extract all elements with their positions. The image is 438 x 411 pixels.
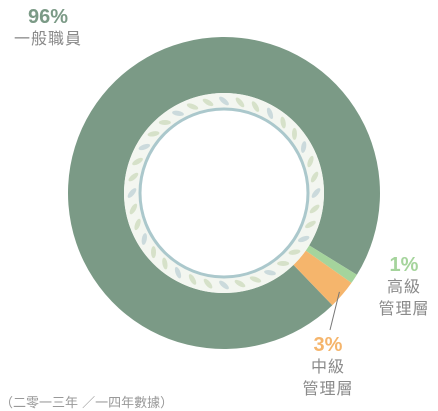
slice-label: 1%高級 管理層 (370, 254, 438, 320)
category-label: 高級 管理層 (370, 276, 438, 320)
value-label: 1% (370, 254, 438, 276)
value-label: 3% (294, 334, 362, 356)
category-label: 中級 管理層 (294, 356, 362, 400)
slice-label: 96%一般職員 (0, 6, 96, 50)
leaf (151, 246, 156, 258)
donut-area (0, 0, 438, 411)
category-label: 一般職員 (0, 28, 96, 50)
chart: （二零一三年 ／一四年數據） 96%一般職員1%高級 管理層3%中級 管理層 (0, 0, 438, 411)
leaf (292, 128, 297, 140)
value-label: 96% (0, 6, 96, 28)
leaf (159, 120, 171, 125)
leaf (277, 261, 289, 266)
slice-label: 3%中級 管理層 (294, 334, 362, 400)
footnote: （二零一三年 ／一四年數據） (0, 392, 173, 411)
inner-ring (140, 109, 308, 277)
